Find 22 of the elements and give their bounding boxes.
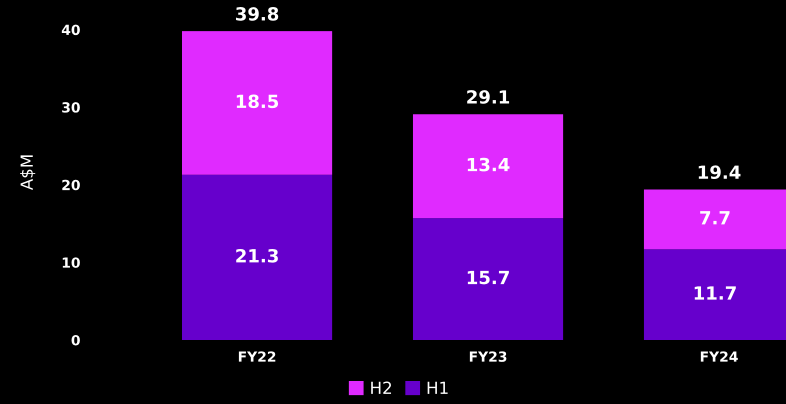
bar <box>182 31 332 175</box>
y-tick-label: 10 <box>62 257 80 268</box>
y-tick-label: 40 <box>62 24 80 36</box>
data-label: 21.3 <box>236 248 278 263</box>
data-label: 15.7 <box>468 270 509 284</box>
x-tick-label: FY23 <box>470 351 506 362</box>
data-label: 13.4 <box>468 158 510 172</box>
y-tick-label: 30 <box>62 102 80 113</box>
legend-label: H1 <box>428 382 448 394</box>
legend-label: H2 <box>371 381 392 394</box>
total-label: 19.4 <box>698 165 740 180</box>
x-tick-label: FY22 <box>238 351 276 362</box>
data-label: 11.7 <box>694 286 736 300</box>
x-tick-label: FY24 <box>700 351 738 362</box>
y-tick-label: 0 <box>72 334 80 346</box>
y-tick-label: 20 <box>62 180 80 190</box>
data-label: 18.5 <box>236 94 278 108</box>
data-label: 7.7 <box>700 211 730 224</box>
bar <box>182 174 332 340</box>
y-axis-title: A$M <box>20 155 36 190</box>
total-label: 39.8 <box>236 7 278 21</box>
total-label: 29.1 <box>467 90 510 104</box>
